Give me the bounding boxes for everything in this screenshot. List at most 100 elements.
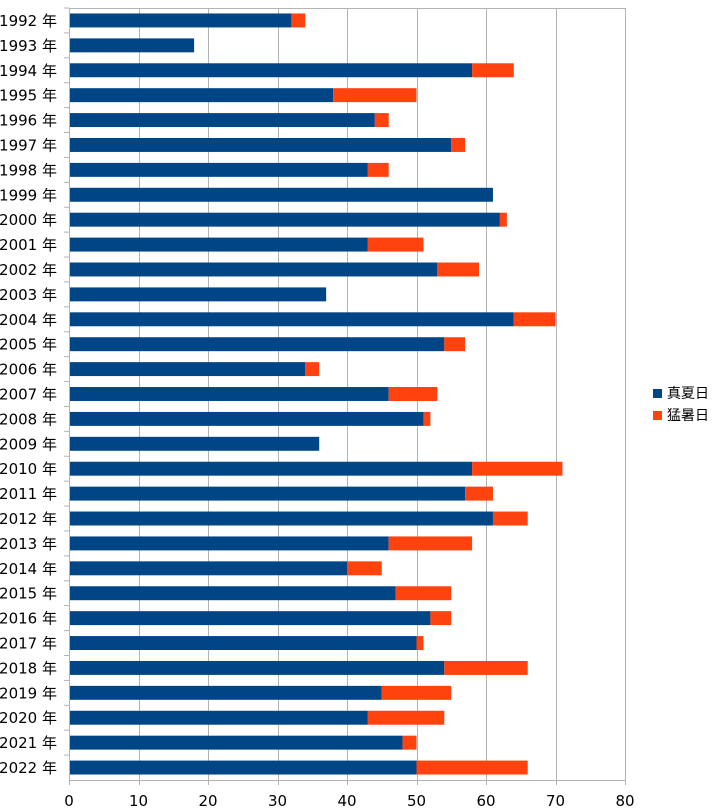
bar-moshobi-10	[437, 262, 480, 277]
bar-moshobi-25	[416, 636, 424, 651]
bar-manatsubi-2	[69, 63, 473, 78]
category-label: 2015 年	[0, 585, 57, 603]
bar-moshobi-13	[444, 337, 466, 352]
category-label: 2008 年	[0, 410, 57, 428]
x-tick-label: 80	[615, 792, 634, 810]
bar-manatsubi-1	[69, 38, 195, 53]
category-label: 2021 年	[0, 734, 57, 752]
bar-manatsubi-3	[69, 88, 334, 103]
x-tick-label: 70	[546, 792, 565, 810]
category-label: 2005 年	[0, 336, 57, 354]
bar-manatsubi-11	[69, 287, 327, 302]
category-label: 2011 年	[0, 485, 57, 503]
bar-manatsubi-25	[69, 636, 417, 651]
x-tick-label: 40	[337, 792, 356, 810]
bar-moshobi-3	[333, 88, 417, 103]
bar-moshobi-27	[381, 685, 452, 700]
bar-manatsubi-0	[69, 13, 292, 28]
bar-manatsubi-5	[69, 137, 452, 152]
bar-moshobi-0	[291, 13, 306, 28]
bar-manatsubi-24	[69, 611, 431, 626]
bar-moshobi-24	[430, 611, 452, 626]
bar-manatsubi-8	[69, 212, 500, 227]
bar-moshobi-12	[513, 312, 556, 327]
category-label: 2019 年	[0, 684, 57, 702]
bar-manatsubi-30	[69, 760, 417, 775]
bar-manatsubi-23	[69, 586, 396, 601]
category-label: 2018 年	[0, 659, 57, 677]
legend-swatch-moshobi	[653, 411, 662, 420]
bar-moshobi-22	[347, 561, 382, 576]
category-label: 2016 年	[0, 610, 57, 628]
x-tick-label: 10	[129, 792, 148, 810]
bar-manatsubi-28	[69, 710, 368, 725]
bar-manatsubi-20	[69, 511, 493, 526]
bar-moshobi-5	[451, 137, 466, 152]
category-label: 1995 年	[0, 87, 57, 105]
bar-manatsubi-4	[69, 113, 375, 128]
category-label: 2000 年	[0, 211, 57, 229]
bar-manatsubi-17	[69, 436, 320, 451]
bar-manatsubi-18	[69, 461, 473, 476]
bar-moshobi-29	[402, 735, 417, 750]
category-label: 2022 年	[0, 759, 57, 777]
bars	[69, 13, 563, 775]
category-label: 2006 年	[0, 361, 57, 379]
bar-moshobi-28	[367, 710, 445, 725]
category-label: 1997 年	[0, 136, 57, 154]
bar-manatsubi-12	[69, 312, 514, 327]
category-label: 2003 年	[0, 286, 57, 304]
x-tick-label: 30	[268, 792, 287, 810]
x-tick-labels: 0 10 20 30 40 50 60 70 80	[64, 792, 634, 810]
bar-manatsubi-19	[69, 486, 466, 501]
legend-label-moshobi: 猛暑日	[667, 408, 709, 424]
bar-moshobi-30	[416, 760, 528, 775]
bar-manatsubi-15	[69, 387, 389, 401]
category-label: 2002 年	[0, 261, 57, 279]
bar-moshobi-14	[305, 362, 320, 377]
x-tick-label: 0	[64, 792, 74, 810]
category-label: 2012 年	[0, 510, 57, 528]
category-label: 2010 年	[0, 460, 57, 478]
bar-manatsubi-27	[69, 685, 382, 700]
bar-manatsubi-21	[69, 536, 389, 551]
category-label: 2017 年	[0, 635, 57, 653]
category-label: 2020 年	[0, 709, 57, 727]
bar-manatsubi-22	[69, 561, 347, 576]
legend-label-manatsubi: 真夏日	[667, 386, 709, 402]
category-label: 2009 年	[0, 435, 57, 453]
x-tick-label: 60	[476, 792, 495, 810]
x-tick-label: 20	[198, 792, 217, 810]
bar-manatsubi-13	[69, 337, 445, 352]
bar-moshobi-23	[395, 586, 452, 601]
category-label: 2004 年	[0, 311, 57, 329]
bar-manatsubi-6	[69, 162, 368, 177]
bar-moshobi-8	[499, 212, 507, 227]
category-labels: 1992 年 1993 年 1994 年 1995 年 1996 年 1997 年 1998…	[0, 12, 57, 777]
bar-moshobi-6	[367, 162, 389, 177]
category-label: 1998 年	[0, 161, 57, 179]
category-label: 1994 年	[0, 62, 57, 80]
bar-moshobi-9	[367, 237, 424, 252]
bar-manatsubi-10	[69, 262, 438, 277]
bar-manatsubi-16	[69, 411, 424, 426]
bar-moshobi-19	[465, 486, 493, 501]
category-label: 1993 年	[0, 37, 57, 55]
bar-manatsubi-26	[69, 660, 445, 675]
bar-moshobi-16	[423, 411, 431, 426]
category-label: 1992 年	[0, 12, 57, 30]
category-label: 1999 年	[0, 186, 57, 204]
bar-moshobi-2	[472, 63, 514, 78]
bar-moshobi-18	[472, 461, 563, 476]
axes	[64, 7, 626, 785]
bar-manatsubi-7	[69, 187, 493, 202]
bar-moshobi-20	[492, 511, 528, 526]
category-label: 2013 年	[0, 535, 57, 553]
category-label: 2014 年	[0, 560, 57, 578]
bar-manatsubi-9	[69, 237, 368, 252]
category-label: 2001 年	[0, 236, 57, 254]
bar-manatsubi-14	[69, 362, 306, 377]
x-tick-label: 50	[407, 792, 426, 810]
